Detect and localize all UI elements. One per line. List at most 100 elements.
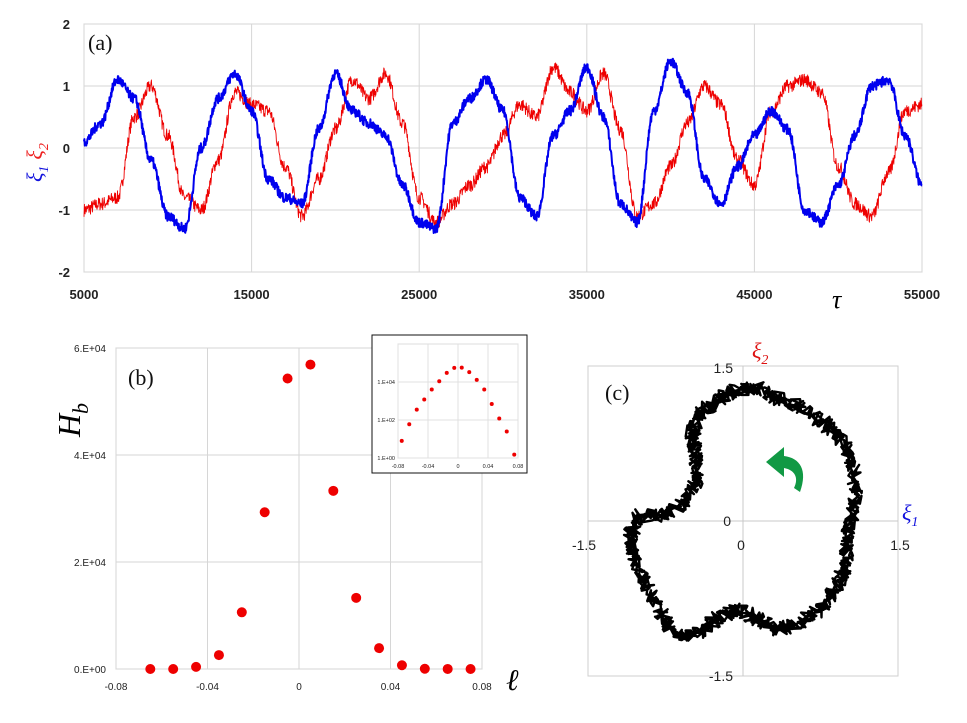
histogram-point <box>351 592 362 603</box>
panel-a-xtick: 15000 <box>234 287 270 302</box>
inset-point <box>489 401 494 406</box>
inset-xtick: -0.04 <box>422 464 435 470</box>
histogram-point <box>305 359 316 370</box>
inset-xtick: 0 <box>456 464 459 470</box>
histogram-point <box>442 663 453 674</box>
panel-b-inset: -0.08 -0.04 0 0.04 0.08 1.E+04 1.E+02 1.E+00 <box>371 334 528 474</box>
inset-point <box>437 379 442 384</box>
inset-xtick: -0.08 <box>392 464 405 470</box>
histogram-point <box>419 663 430 674</box>
panel-c-xlabel-sub: 1 <box>911 515 918 530</box>
panel-c-xtick: 0 <box>737 537 745 553</box>
inset-xtick: 0.08 <box>513 464 524 470</box>
inset-point <box>452 365 457 370</box>
panel-a-ylabel-xi1: ξ <box>22 172 47 182</box>
inset-point <box>459 365 464 370</box>
histogram-point <box>396 660 407 671</box>
panel-a-ytick: 0 <box>63 141 70 156</box>
svg-text:Hb: Hb <box>51 403 93 438</box>
panel-a-ticks: 5000 15000 25000 35000 45000 55000 2 1 0 -1 -2 <box>58 17 940 302</box>
panel-a-xtick: 5000 <box>70 287 99 302</box>
panel-c-ytick: 1.5 <box>714 360 734 376</box>
panel-b-xtick: 0.08 <box>472 682 492 693</box>
inset-ytick: 1.E+02 <box>377 418 395 424</box>
series-ξ2 <box>83 62 923 229</box>
svg-text:ξ1ξ2: ξ1ξ2 <box>22 143 52 182</box>
histogram-point <box>465 663 476 674</box>
inset-point <box>422 397 427 402</box>
panel-b-xlabel: ℓ <box>506 664 519 697</box>
panel-b-xtick: -0.04 <box>196 682 219 693</box>
inset-ytick: 1.E+04 <box>377 380 395 386</box>
inset-point <box>474 377 479 382</box>
panel-c-ticks: -1.5 0 1.5 1.5 0 -1.5 <box>572 360 910 684</box>
panel-b-xtick: 0.04 <box>381 682 401 693</box>
panel-a-xtick: 35000 <box>569 287 605 302</box>
panel-b-ylabel: Hb <box>51 403 93 438</box>
inset-point <box>407 422 412 427</box>
panel-b-points <box>145 359 476 674</box>
panel-c-ylabel-sub: 2 <box>761 353 768 368</box>
panel-a-ytick: -2 <box>58 265 70 280</box>
histogram-point <box>282 373 293 384</box>
panel-a-ytick: -1 <box>58 203 70 218</box>
panel-a-label: (a) <box>88 30 112 55</box>
panel-b-ylabel-sub: b <box>68 403 93 414</box>
panel-c-ylabel-xi: ξ <box>752 338 762 363</box>
histogram-point <box>374 643 385 654</box>
panel-c-ylabel: ξ2 <box>752 338 768 368</box>
inset-point <box>399 438 404 443</box>
panel-a-xtick: 45000 <box>736 287 772 302</box>
inset-xtick: 0.04 <box>483 464 494 470</box>
panel-a-xtick: 55000 <box>904 287 940 302</box>
panel-b-ylabel-h: H <box>51 412 87 438</box>
rotation-arrow-body <box>766 447 804 492</box>
panel-c-xlabel: ξ1 <box>902 500 918 530</box>
inset-point <box>504 429 509 434</box>
rotation-arrow-icon <box>766 447 804 492</box>
panel-c-xtick: -1.5 <box>572 537 596 553</box>
phase-trajectory <box>622 381 863 642</box>
panel-b-ytick: 4.E+04 <box>74 451 106 462</box>
histogram-point <box>213 650 224 661</box>
panel-a-ylabel-xi1-sub: 1 <box>37 166 52 173</box>
panel-b-histogram: -0.08 -0.04 0 0.04 0.08 6.E+04 4.E+04 2.E+04 0.E… <box>51 334 528 697</box>
panel-b-ytick: 0.E+00 <box>74 665 106 676</box>
panel-a-ylabel: ξ1ξ2 <box>22 143 52 182</box>
panel-c-xtick: 1.5 <box>890 537 910 553</box>
panel-c-xlabel-xi: ξ <box>902 500 912 525</box>
panel-a-ytick: 2 <box>63 17 70 32</box>
histogram-point <box>191 661 202 672</box>
inset-frame <box>371 334 528 474</box>
series-ξ1 <box>83 57 923 234</box>
panel-a-ylabel-xi2: ξ <box>22 150 47 160</box>
inset-point <box>512 452 517 457</box>
panel-c-phase-portrait: -1.5 0 1.51.50-1.5 (c) ξ2 ξ1 <box>572 338 918 684</box>
panel-a-grid <box>83 23 923 273</box>
panel-a-ytick: 1 <box>63 79 70 94</box>
panel-c-ytick: 0 <box>723 513 731 529</box>
inset-ytick: 1.E+00 <box>377 456 395 462</box>
panel-c-label: (c) <box>605 380 629 405</box>
panel-b-label: (b) <box>128 365 154 390</box>
panel-b-xtick: -0.08 <box>105 682 128 693</box>
panel-b-ticks: -0.08 -0.04 0 0.04 0.08 6.E+04 4.E+04 2.E+04 0.E… <box>74 344 492 693</box>
panel-c-ytick: -1.5 <box>709 668 733 684</box>
panel-a-xtick: 25000 <box>401 287 437 302</box>
histogram-point <box>168 664 179 674</box>
histogram-point <box>145 664 156 674</box>
inset-point <box>482 387 487 392</box>
inset-point <box>444 370 449 375</box>
inset-point <box>497 416 502 421</box>
histogram-point <box>259 507 270 518</box>
inset-point <box>414 407 419 412</box>
panel-a-series <box>83 57 923 234</box>
panel-a-xlabel: τ <box>832 285 843 314</box>
panel-a-ylabel-xi2-sub: 2 <box>37 143 52 150</box>
histogram-point <box>328 485 339 496</box>
inset-point <box>429 387 434 392</box>
panel-b-ytick: 6.E+04 <box>74 344 106 355</box>
panel-a-time-series: 5000 15000 25000 35000 45000 55000 2 1 0 -1 -2 (a)… <box>22 17 940 314</box>
panel-b-xtick: 0 <box>296 682 302 693</box>
